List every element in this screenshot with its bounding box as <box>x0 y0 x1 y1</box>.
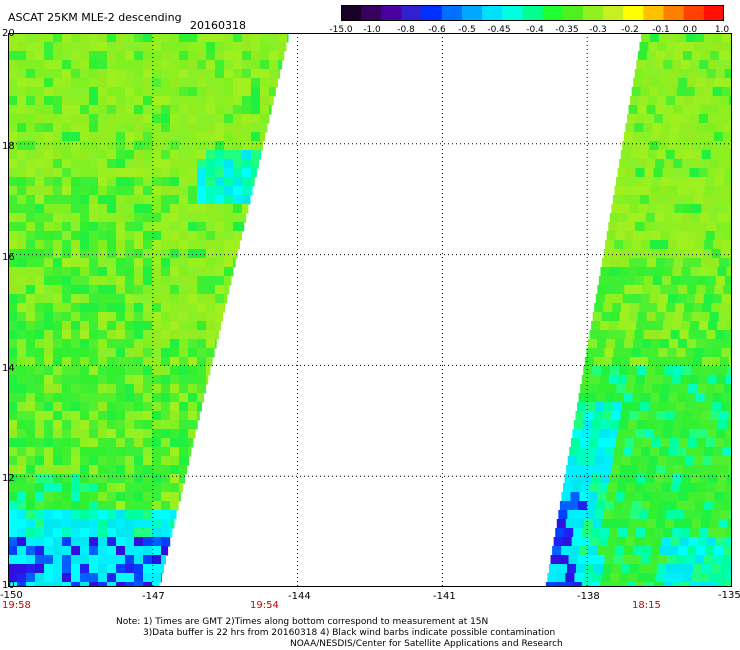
colorbar-segment <box>421 5 443 21</box>
colorbar-segment <box>381 5 403 21</box>
colorbar-frame <box>341 5 724 21</box>
time-label-right: 18:15 <box>632 600 661 611</box>
lon-label-144: -144 <box>288 591 311 602</box>
colorbar-label: -0.6 <box>428 25 446 35</box>
lon-label-138: -138 <box>577 591 600 602</box>
colorbar-segment <box>461 5 483 21</box>
colorbar-segment <box>401 5 423 21</box>
colorbar-label: -0.8 <box>397 25 415 35</box>
colorbar-label: 0.0 <box>682 25 698 35</box>
colorbar-segment <box>683 5 705 21</box>
colorbar-segment <box>542 5 564 21</box>
colorbar-label: -0.4 <box>526 25 544 35</box>
colorbar-segment <box>603 5 624 21</box>
colorbar-label: 1.0 <box>714 25 730 35</box>
colorbar-segment <box>441 5 463 21</box>
colorbar-label: -0.45 <box>487 25 511 35</box>
colorbar-segment <box>582 5 604 21</box>
lon-label-150: -150 <box>0 590 23 601</box>
wind-map <box>8 33 732 587</box>
colorbar-segment <box>482 5 503 21</box>
gridlines <box>8 33 732 587</box>
lat-label-16: 16 <box>2 252 15 263</box>
swath-left <box>8 33 289 587</box>
colorbar-segment <box>341 5 362 21</box>
colorbar-segment <box>562 5 584 21</box>
time-label-left: 19:58 <box>2 600 31 611</box>
lon-label-141: -141 <box>433 591 456 602</box>
colorbar-label: -15.0 <box>329 25 353 35</box>
lat-label-18: 18 <box>2 141 15 152</box>
colorbar-label: -1.0 <box>363 25 381 35</box>
colorbar-segment <box>522 5 544 21</box>
colorbar-segment <box>502 5 524 21</box>
colorbar-segment <box>643 5 665 21</box>
note-line-3: NOAA/NESDIS/Center for Satellite Applica… <box>290 639 563 649</box>
map-date: 20160318 <box>190 19 246 32</box>
map-title: ASCAT 25KM MLE-2 descending <box>8 11 182 24</box>
lat-label-12: 12 <box>2 473 15 484</box>
swath-right <box>545 33 732 587</box>
lat-label-20: 20 <box>2 28 15 39</box>
map-frame <box>8 33 732 587</box>
note-line-1: Note: 1) Times are GMT 2)Times along bot… <box>116 617 489 627</box>
lon-label-147: -147 <box>142 591 165 602</box>
colorbar-label: -0.3 <box>589 25 607 35</box>
colorbar-segment <box>361 5 382 21</box>
note-line-2: 3)Data buffer is 22 hrs from 20160318 4)… <box>143 628 556 638</box>
colorbar-label: -0.2 <box>621 25 639 35</box>
lat-label-10: 10 <box>2 580 15 591</box>
lon-label-135: -135 <box>718 590 740 601</box>
colorbar <box>341 5 724 21</box>
colorbar-segment <box>663 5 685 21</box>
colorbar-label: -0.35 <box>555 25 579 35</box>
colorbar-segment <box>623 5 644 21</box>
colorbar-label: -0.5 <box>458 25 476 35</box>
colorbar-segment <box>703 5 724 21</box>
lat-label-14: 14 <box>2 363 15 374</box>
colorbar-label: -0.1 <box>652 25 670 35</box>
time-label-mid: 19:54 <box>250 600 279 611</box>
